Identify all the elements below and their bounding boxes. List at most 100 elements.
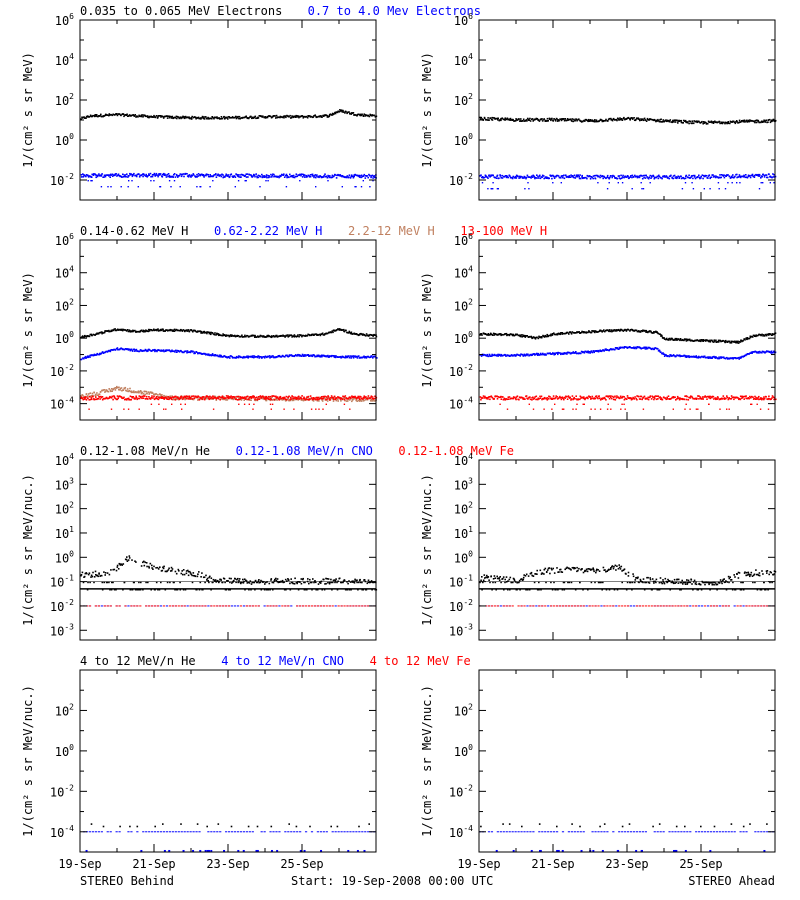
data-point <box>361 175 363 178</box>
data-point <box>560 397 562 399</box>
data-point <box>271 395 274 397</box>
data-point <box>754 335 756 337</box>
data-point <box>252 408 254 410</box>
data-point <box>114 387 116 389</box>
data-point <box>645 120 648 122</box>
data-point <box>553 352 556 355</box>
data-point <box>623 347 625 349</box>
data-point <box>760 177 762 179</box>
data-point <box>94 393 97 396</box>
data-point <box>83 336 85 338</box>
data-point <box>687 338 690 341</box>
data-point <box>169 395 172 397</box>
data-point <box>332 355 335 357</box>
data-point <box>568 175 571 177</box>
data-point <box>487 398 489 400</box>
data-point <box>773 120 775 122</box>
data-point <box>565 119 568 122</box>
data-point <box>320 115 323 117</box>
data-point <box>501 117 504 120</box>
data-point <box>257 117 260 119</box>
data-point <box>305 174 307 177</box>
data-point <box>685 398 688 401</box>
data-point <box>768 334 770 336</box>
data-point <box>211 397 214 399</box>
data-point <box>277 175 280 178</box>
data-point <box>96 175 99 178</box>
data-point <box>522 177 525 179</box>
data-point <box>243 403 246 405</box>
data-point <box>519 355 521 357</box>
data-point <box>207 354 209 356</box>
data-point <box>127 390 130 393</box>
data-point <box>676 398 678 400</box>
data-point <box>760 397 763 399</box>
data-point <box>156 350 158 353</box>
data-point <box>229 175 231 178</box>
data-point <box>371 355 373 357</box>
data-point <box>543 354 546 356</box>
data-point <box>653 396 656 398</box>
data-point <box>701 339 704 342</box>
data-point <box>159 115 161 117</box>
data-point <box>703 122 705 124</box>
data-point <box>352 333 354 335</box>
data-point <box>111 330 113 332</box>
data-point <box>130 398 132 401</box>
data-point <box>753 174 756 177</box>
data-point <box>237 175 239 177</box>
data-point <box>91 392 94 395</box>
data-point <box>486 397 488 399</box>
data-point <box>752 396 754 398</box>
y-tick-label: 100 <box>454 132 473 148</box>
data-point <box>249 174 251 176</box>
data-point <box>510 119 512 121</box>
data-point <box>135 391 137 393</box>
data-point <box>104 174 106 177</box>
data-point <box>108 114 110 117</box>
data-point <box>694 339 696 342</box>
data-point <box>284 398 287 401</box>
data-point <box>203 118 206 120</box>
data-point <box>276 356 278 358</box>
data-point <box>343 397 346 399</box>
data-point <box>763 334 766 337</box>
data-point <box>541 118 543 120</box>
data-point <box>328 176 331 179</box>
data-point <box>165 397 167 400</box>
data-point <box>644 346 647 349</box>
data-point <box>271 116 273 118</box>
data-point <box>718 188 720 190</box>
data-point <box>137 397 140 400</box>
data-point <box>195 351 198 353</box>
data-point <box>270 398 273 401</box>
data-point <box>274 335 276 338</box>
data-point <box>84 398 86 400</box>
data-point <box>88 175 91 177</box>
data-point <box>249 399 251 401</box>
data-point <box>320 356 322 358</box>
chart-panel-0: 0.035 to 0.065 MeV Electrons 0.7 to 4.0 M… <box>21 4 481 201</box>
data-point <box>602 175 604 177</box>
data-point <box>92 395 94 398</box>
data-point <box>219 354 221 356</box>
data-point <box>613 330 615 332</box>
data-point <box>613 396 615 399</box>
data-point <box>619 178 622 180</box>
data-point <box>746 119 748 122</box>
data-point <box>217 333 219 335</box>
data-point <box>145 115 147 118</box>
data-point <box>720 357 722 359</box>
data-point <box>701 120 703 123</box>
data-point <box>124 174 127 176</box>
data-point <box>597 397 599 400</box>
data-point <box>301 173 303 175</box>
data-point <box>342 356 344 358</box>
data-point <box>373 175 376 177</box>
data-point <box>515 118 517 120</box>
data-point <box>642 396 645 399</box>
data-point <box>311 173 314 176</box>
data-point <box>80 358 83 361</box>
data-point <box>688 355 690 357</box>
data-point <box>688 356 691 359</box>
